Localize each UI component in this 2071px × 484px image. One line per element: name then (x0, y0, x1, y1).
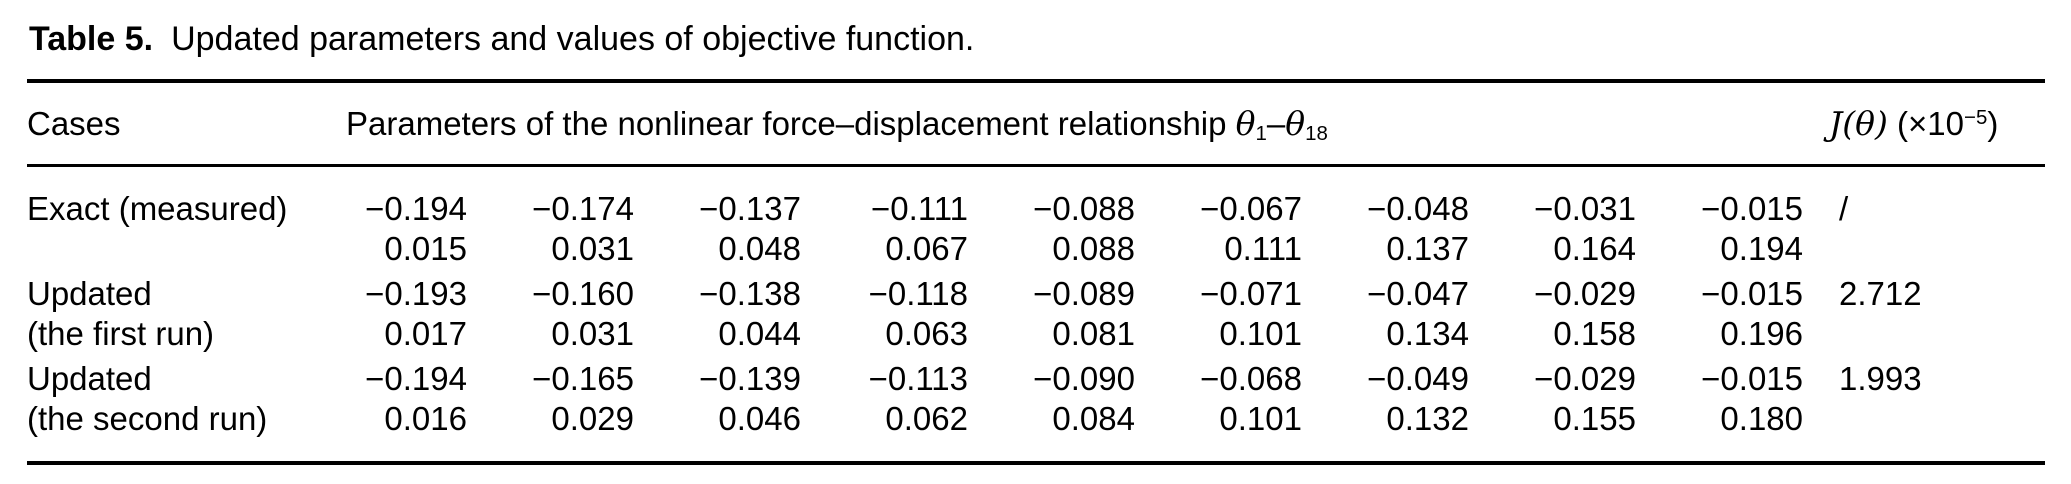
param-value: 0.134 (1386, 315, 1469, 352)
table-caption: Table 5. Updated parameters and values of… (29, 20, 2045, 58)
table-row-exact-line2: 0.015 0.031 0.048 0.067 0.088 0.111 0.13… (27, 229, 2045, 269)
objective-value-empty (1803, 314, 2045, 354)
col-header-parameters: Parameters of the nonlinear force–displa… (330, 81, 1804, 167)
param-value: 0.137 (1386, 230, 1469, 267)
param-value: 0.194 (1720, 230, 1804, 267)
param-value: 0.044 (718, 315, 801, 352)
param-value: −0.049 (1367, 360, 1469, 397)
param-value: −0.118 (868, 275, 968, 312)
table-row-updated2-line2: (the second run) 0.016 0.029 0.046 0.062… (27, 399, 2045, 463)
param-value: 0.101 (1219, 400, 1302, 437)
param-value: −0.029 (1534, 275, 1636, 312)
table-caption-text: Updated parameters and values of objecti… (171, 20, 975, 58)
case-label (27, 229, 330, 269)
param-value: −0.029 (1534, 360, 1636, 397)
param-value: −0.067 (1200, 190, 1302, 227)
table-row-updated1-line2: (the first run) 0.017 0.031 0.044 0.063 … (27, 314, 2045, 354)
param-value: −0.071 (1200, 275, 1302, 312)
param-value: −0.048 (1367, 190, 1469, 227)
param-value: 0.101 (1219, 315, 1302, 352)
param-value: −0.160 (532, 275, 634, 312)
objective-value: 1.993 (1839, 360, 1922, 397)
param-value: 0.029 (551, 400, 634, 437)
table-row-updated2-line1: Updated −0.194 −0.165 −0.139 −0.113 −0.0… (27, 354, 2045, 399)
param-value: −0.139 (699, 360, 801, 397)
case-label: Updated (27, 275, 152, 312)
param-value: −0.090 (1033, 360, 1135, 397)
param-value: 0.132 (1386, 400, 1469, 437)
objective-value-empty (1803, 229, 2045, 269)
param-value: 0.031 (551, 315, 634, 352)
param-value: 0.111 (1224, 230, 1302, 267)
theta-range-dash: – (1266, 105, 1286, 142)
col-header-objective: J(θ) (×10−5) (1803, 81, 2046, 167)
case-label: (the first run) (27, 315, 215, 352)
objective-scale-prefix: (×10 (1887, 105, 1965, 142)
param-value: −0.165 (532, 360, 634, 397)
param-value: −0.174 (532, 190, 634, 227)
param-value: 0.063 (885, 315, 968, 352)
param-value: 0.067 (885, 230, 968, 267)
param-value: −0.047 (1367, 275, 1469, 312)
param-value: −0.137 (699, 190, 801, 227)
col-header-cases: Cases (27, 81, 330, 167)
table-row-exact-line1: Exact (measured) −0.194 −0.174 −0.137 −0… (27, 166, 2045, 230)
objective-value: / (1839, 190, 1849, 227)
theta-symbol: θ (1235, 104, 1256, 143)
param-value: −0.031 (1534, 190, 1636, 227)
param-value: −0.193 (365, 275, 467, 312)
param-value: −0.111 (871, 190, 968, 227)
objective-value: 2.712 (1839, 275, 1922, 312)
param-value: −0.138 (699, 275, 801, 312)
param-value: −0.194 (365, 360, 467, 397)
table-caption-number: Table 5. (29, 20, 154, 58)
param-value: 0.048 (718, 230, 801, 267)
param-value: 0.180 (1720, 400, 1804, 437)
table-row-updated1-line1: Updated −0.193 −0.160 −0.138 −0.118 −0.0… (27, 269, 2045, 314)
param-value: 0.062 (885, 400, 968, 437)
parameters-table: Cases Parameters of the nonlinear force–… (27, 79, 2046, 465)
theta-subscript-start: 1 (1255, 122, 1267, 146)
param-value: 0.084 (1052, 400, 1135, 437)
case-label: (the second run) (27, 400, 268, 437)
param-value: 0.088 (1052, 230, 1135, 267)
param-value: −0.015 (1701, 190, 1804, 227)
param-value: −0.015 (1701, 275, 1804, 312)
param-value: −0.068 (1200, 360, 1302, 397)
param-value: −0.089 (1033, 275, 1135, 312)
param-value: 0.017 (384, 315, 467, 352)
param-value: 0.164 (1553, 230, 1636, 267)
case-label: Updated (27, 360, 152, 397)
objective-scale-suffix: ) (1987, 105, 1999, 142)
param-value: 0.016 (384, 400, 467, 437)
theta-symbol: θ (1285, 104, 1306, 143)
case-label: Exact (measured) (27, 190, 288, 227)
objective-function-symbol: J(θ) (1829, 104, 1888, 143)
param-value: −0.194 (365, 190, 467, 227)
param-value: −0.088 (1033, 190, 1135, 227)
param-value: 0.031 (551, 230, 634, 267)
param-value: 0.155 (1553, 400, 1636, 437)
header-row: Cases Parameters of the nonlinear force–… (27, 81, 2046, 167)
objective-scale-exponent: −5 (1964, 105, 1988, 129)
param-value: 0.046 (718, 400, 801, 437)
theta-subscript-end: 18 (1305, 122, 1328, 146)
param-value: 0.081 (1052, 315, 1135, 352)
param-value: 0.015 (384, 230, 467, 267)
parameters-header-text: Parameters of the nonlinear force–displa… (346, 105, 1236, 142)
param-value: 0.196 (1720, 315, 1804, 352)
objective-value-empty (1803, 399, 2045, 463)
param-value: 0.158 (1553, 315, 1636, 352)
param-value: −0.113 (868, 360, 968, 397)
param-value: −0.015 (1701, 360, 1804, 397)
